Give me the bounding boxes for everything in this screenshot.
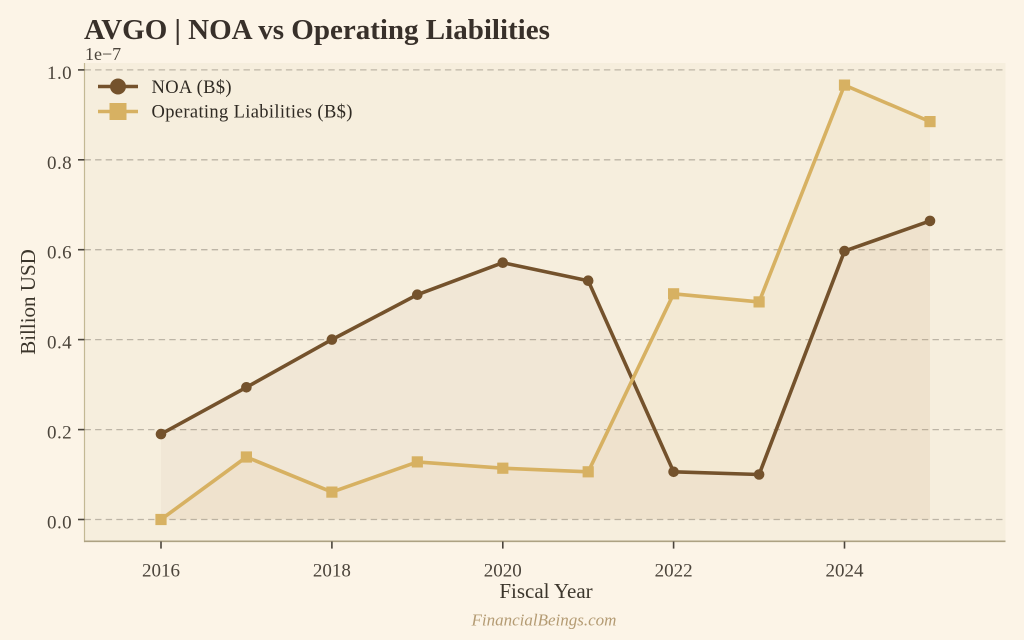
svg-text:Fiscal Year: Fiscal Year [499,579,592,603]
svg-text:2018: 2018 [313,561,351,582]
svg-text:1.0: 1.0 [47,63,72,84]
svg-text:AVGO | NOA vs Operating Liabil: AVGO | NOA vs Operating Liabilities [84,14,550,46]
svg-text:2022: 2022 [655,561,693,582]
svg-text:2016: 2016 [142,561,180,582]
svg-text:Operating Liabilities (B$): Operating Liabilities (B$) [152,103,353,123]
svg-text:NOA (B$): NOA (B$) [152,78,232,98]
svg-text:FinancialBeings.com: FinancialBeings.com [471,611,617,630]
svg-text:0.0: 0.0 [47,513,72,534]
svg-text:0.8: 0.8 [47,153,72,174]
svg-text:2020: 2020 [484,561,522,582]
svg-text:0.6: 0.6 [47,243,72,264]
svg-text:1e−7: 1e−7 [85,44,121,64]
svg-text:0.4: 0.4 [47,333,72,354]
svg-text:0.2: 0.2 [47,423,72,444]
svg-text:2024: 2024 [826,561,865,582]
svg-text:Billion USD: Billion USD [16,249,40,355]
